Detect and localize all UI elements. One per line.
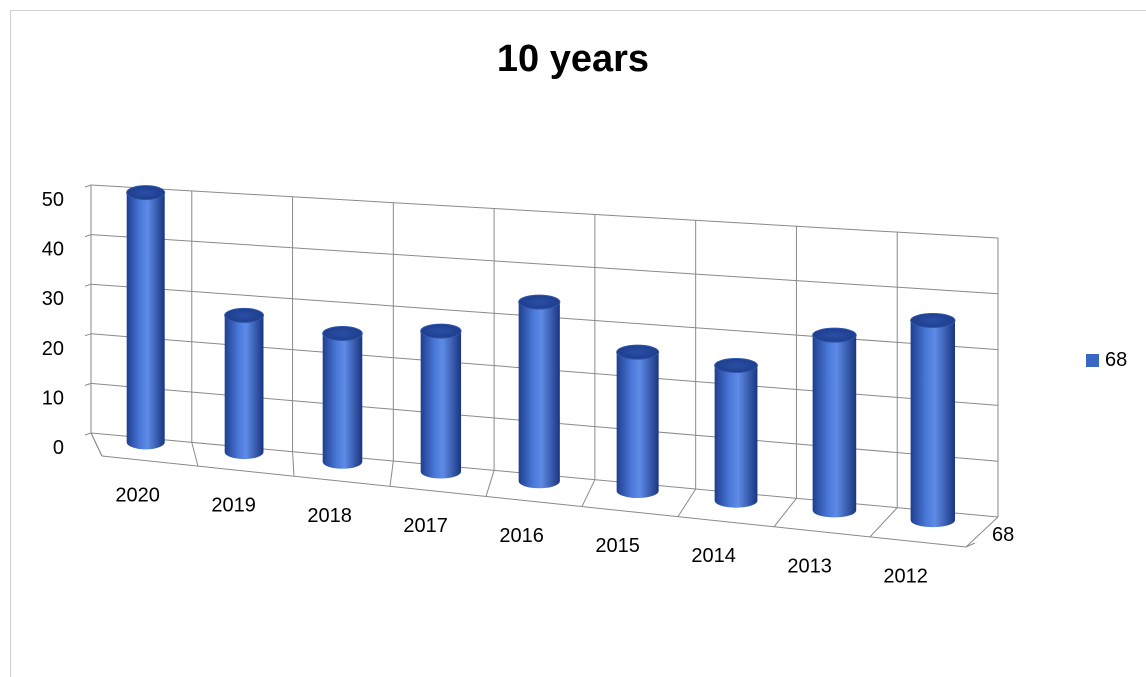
bar bbox=[322, 326, 363, 469]
depth-axis-label: 68 bbox=[992, 524, 1014, 546]
x-tick-label: 2019 bbox=[211, 495, 256, 517]
y-tick-label: 30 bbox=[42, 288, 64, 310]
bar-top bbox=[420, 323, 462, 339]
bar-body bbox=[812, 335, 857, 518]
floor-line bbox=[965, 516, 999, 548]
bar-body bbox=[126, 192, 165, 450]
floor-line bbox=[485, 470, 495, 497]
x-tick-label: 2020 bbox=[115, 485, 160, 507]
bar-top bbox=[616, 344, 660, 360]
y-tick-label: 10 bbox=[42, 387, 64, 409]
tick-labels: 0 10 20 30 40 50 2020 2019 2018 2017 2016 2015 2014 2… bbox=[42, 189, 1015, 587]
bar-top bbox=[224, 307, 264, 323]
x-tick-label: 2014 bbox=[691, 545, 736, 567]
chart-title: 10 years bbox=[496, 38, 650, 80]
bar bbox=[518, 294, 561, 489]
bar-top bbox=[910, 312, 956, 328]
floor-line bbox=[191, 442, 199, 467]
bar-body bbox=[910, 320, 956, 528]
bar-top bbox=[812, 327, 857, 343]
y-tick bbox=[84, 234, 92, 238]
legend: 68 bbox=[1086, 349, 1127, 372]
legend-swatch bbox=[1086, 354, 1099, 367]
x-tick-label: 2015 bbox=[595, 535, 640, 557]
y-tick bbox=[84, 432, 92, 436]
bar-body bbox=[616, 352, 659, 498]
depth-tick bbox=[965, 542, 976, 548]
bar-body bbox=[420, 331, 462, 479]
y-tick-label: 40 bbox=[42, 239, 64, 261]
y-tick bbox=[84, 382, 92, 386]
y-tick bbox=[84, 333, 92, 337]
bar bbox=[616, 344, 660, 498]
chart-frame bbox=[10, 10, 1146, 677]
x-tick-label: 2018 bbox=[307, 505, 352, 527]
y-tick-label: 50 bbox=[42, 189, 64, 211]
floor-line bbox=[292, 451, 295, 477]
y-tick bbox=[84, 184, 92, 188]
gridline-horizontal bbox=[90, 184, 999, 239]
bar-body bbox=[322, 333, 363, 469]
floor-line bbox=[773, 498, 797, 528]
floor-line bbox=[677, 488, 697, 517]
bar bbox=[420, 323, 462, 479]
bars bbox=[126, 185, 956, 528]
legend-label: 68 bbox=[1105, 349, 1128, 371]
x-axis-line bbox=[101, 455, 967, 548]
bar bbox=[224, 307, 264, 460]
bar-top bbox=[322, 326, 363, 341]
bar bbox=[714, 358, 758, 508]
floor-line bbox=[581, 479, 596, 507]
y-tick-label: 20 bbox=[42, 338, 64, 360]
bar-top bbox=[714, 358, 758, 373]
bar bbox=[812, 327, 857, 518]
floor-line bbox=[869, 507, 898, 538]
bar-top bbox=[126, 185, 166, 201]
x-tick-label: 2017 bbox=[403, 515, 448, 537]
bar-body bbox=[224, 315, 264, 460]
bar bbox=[126, 185, 166, 450]
bar-top bbox=[518, 294, 561, 310]
x-tick-label: 2013 bbox=[787, 555, 832, 577]
gridline-horizontal bbox=[90, 234, 999, 295]
x-tick-label: 2012 bbox=[883, 565, 928, 587]
bar-body bbox=[518, 302, 560, 489]
y-tick-label: 0 bbox=[53, 437, 64, 459]
bar bbox=[910, 312, 956, 528]
x-tick-label: 2016 bbox=[499, 525, 544, 547]
y-tick bbox=[84, 283, 92, 287]
bar-body bbox=[714, 365, 758, 508]
floor-line bbox=[389, 460, 394, 487]
floor-edge-left bbox=[90, 432, 103, 457]
